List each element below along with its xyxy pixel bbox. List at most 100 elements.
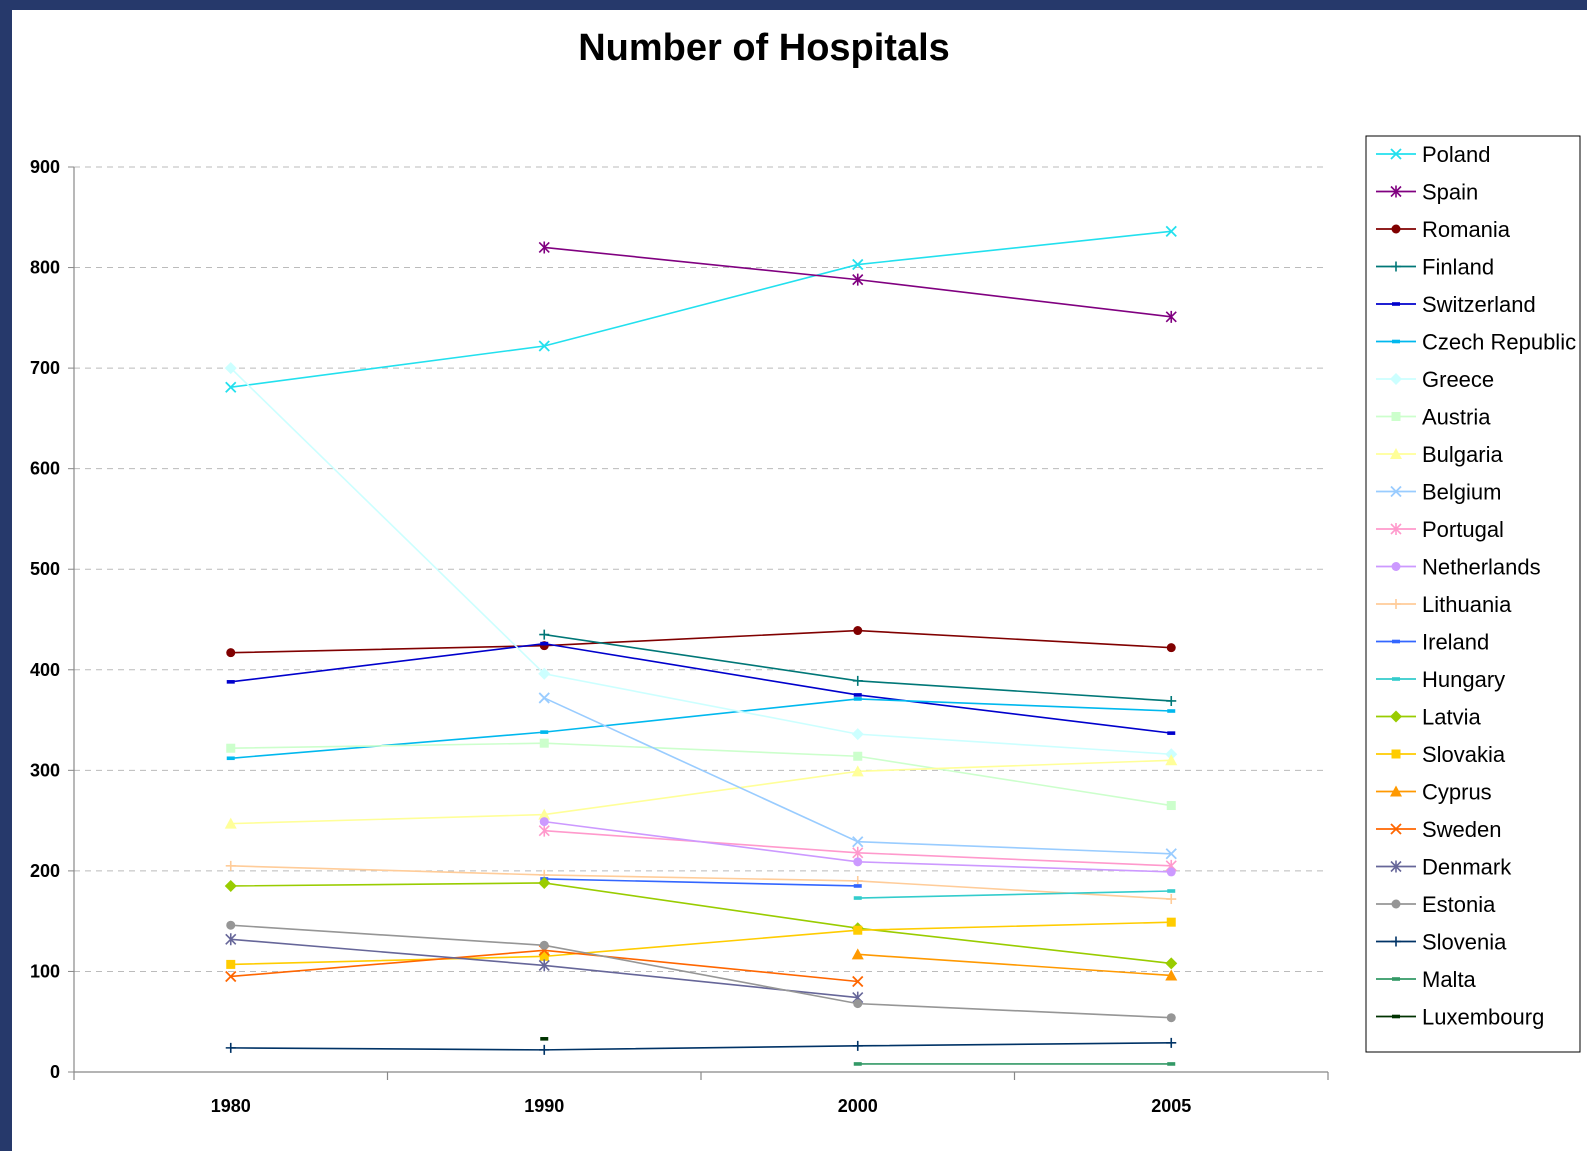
y-tick-label-500: 500 (30, 559, 60, 579)
series-switzerland (226, 641, 1176, 735)
y-tick-label-0: 0 (50, 1062, 60, 1082)
series-line-latvia-0 (230, 882, 1172, 965)
series-portugal (538, 824, 1177, 872)
point-slovakia-1990 (539, 951, 549, 961)
point-switzerland-1990 (540, 641, 549, 646)
legend-label-hungary: Hungary (1422, 667, 1505, 692)
legend-entry-poland: Poland (1376, 142, 1491, 167)
point-spain-2005 (1165, 310, 1177, 323)
legend-label-latvia: Latvia (1422, 705, 1481, 730)
point-sweden-2000 (852, 975, 864, 988)
series-latvia (224, 876, 1178, 970)
y-tick-label-300: 300 (30, 760, 60, 780)
point-luxembourg-1990 (540, 1037, 549, 1041)
point-czech-republic-2005 (1167, 709, 1176, 713)
point-czech-republic-1990 (540, 730, 549, 734)
point-cyprus-2000 (851, 948, 864, 960)
point-slovenia-1990 (539, 1044, 550, 1055)
point-switzerland-2005 (1167, 731, 1176, 735)
legend-label-slovakia: Slovakia (1422, 742, 1506, 767)
point-romania-1980 (226, 648, 236, 658)
y-tick-label-800: 800 (30, 258, 60, 278)
legend-entry-ireland: Ireland (1376, 630, 1489, 655)
x-tick-label-1980: 1980 (211, 1096, 251, 1116)
point-hungary-2005 (1167, 889, 1176, 893)
legend-entry-latvia: Latvia (1376, 705, 1481, 730)
legend-entry-cyprus: Cyprus (1376, 780, 1492, 805)
legend-label-estonia: Estonia (1422, 892, 1496, 917)
legend-marker-ireland (1392, 639, 1400, 644)
axes: 0 100 200 300 400 500 600 700 800 900 1980 1990 2000… (30, 157, 1329, 1116)
series-line-slovakia-0 (230, 921, 1172, 966)
legend-label-ireland: Ireland (1422, 630, 1489, 655)
point-bulgaria-2000 (851, 765, 864, 777)
series-belgium (538, 692, 1177, 860)
point-latvia-1990 (538, 876, 551, 889)
series-line-ireland-0 (544, 878, 858, 887)
series-slovenia (225, 1037, 1177, 1055)
legend-marker-switzerland (1392, 302, 1400, 306)
point-netherlands-2005 (1166, 867, 1176, 877)
point-lithuania-2005 (1166, 894, 1177, 905)
y-tick-label-400: 400 (30, 660, 60, 680)
legend-marker-slovakia (1391, 749, 1401, 759)
series-cyprus (851, 948, 1178, 981)
series-line-hungary-0 (857, 890, 1172, 899)
series-romania (226, 626, 1176, 658)
point-cyprus-2005 (1165, 969, 1178, 981)
legend-entry-denmark: Denmark (1376, 855, 1512, 880)
point-austria-2000 (853, 751, 863, 761)
point-bulgaria-1990 (538, 808, 551, 820)
point-czech-republic-1980 (226, 756, 235, 761)
y-tick-label-200: 200 (30, 861, 60, 881)
legend-label-denmark: Denmark (1422, 855, 1512, 880)
series-netherlands (539, 817, 1176, 877)
legend-marker-luxembourg (1392, 1014, 1400, 1019)
y-tick-label-100: 100 (30, 961, 60, 981)
legend-entry-hungary: Hungary (1376, 667, 1505, 692)
point-netherlands-2000 (853, 857, 863, 867)
point-poland-1990 (538, 340, 550, 352)
series-malta (853, 1062, 1176, 1066)
legend-marker-estonia (1391, 899, 1401, 909)
legend-entry-spain: Spain (1376, 180, 1478, 205)
point-slovakia-2000 (853, 925, 863, 935)
series-line-lithuania-0 (230, 865, 1172, 900)
x-tick-label-2005: 2005 (1151, 1096, 1191, 1116)
series-layer (224, 225, 1178, 1066)
legend-marker-denmark (1390, 860, 1402, 873)
legend-label-bulgaria: Bulgaria (1422, 442, 1503, 467)
legend-label-belgium: Belgium (1422, 480, 1501, 505)
point-estonia-1990 (539, 940, 549, 950)
point-czech-republic-2000 (853, 697, 862, 701)
point-poland-1980 (225, 381, 237, 393)
point-slovakia-2005 (1166, 917, 1176, 927)
point-malta-2005 (1167, 1062, 1176, 1066)
legend-marker-finland (1391, 261, 1401, 272)
point-latvia-2005 (1165, 957, 1178, 970)
point-hungary-2000 (853, 896, 862, 900)
legend-marker-spain (1390, 185, 1402, 198)
point-bulgaria-1980 (224, 817, 237, 829)
series-line-austria-0 (230, 742, 1172, 807)
series-poland (225, 225, 1177, 393)
legend-label-sweden: Sweden (1422, 817, 1502, 842)
y-tick-label-700: 700 (30, 358, 60, 378)
legend-label-lithuania: Lithuania (1422, 592, 1512, 617)
legend-marker-greece (1390, 373, 1402, 385)
series-ireland (540, 877, 862, 888)
legend-marker-austria (1391, 412, 1401, 421)
legend-marker-netherlands (1391, 562, 1401, 571)
legend-marker-lithuania (1391, 599, 1401, 609)
point-estonia-1980 (226, 920, 236, 930)
series-sweden (225, 944, 864, 988)
point-estonia-2005 (1166, 1013, 1176, 1023)
point-denmark-1980 (225, 933, 237, 946)
legend: Poland Spain Romania Finland Switzerland Czec… (1365, 135, 1581, 1053)
point-spain-2000 (852, 273, 864, 286)
y-tick-label-600: 600 (30, 459, 60, 479)
series-greece (224, 362, 1178, 761)
series-czech-republic (226, 697, 1176, 761)
point-sweden-1980 (225, 970, 237, 983)
point-portugal-1990 (538, 824, 550, 837)
